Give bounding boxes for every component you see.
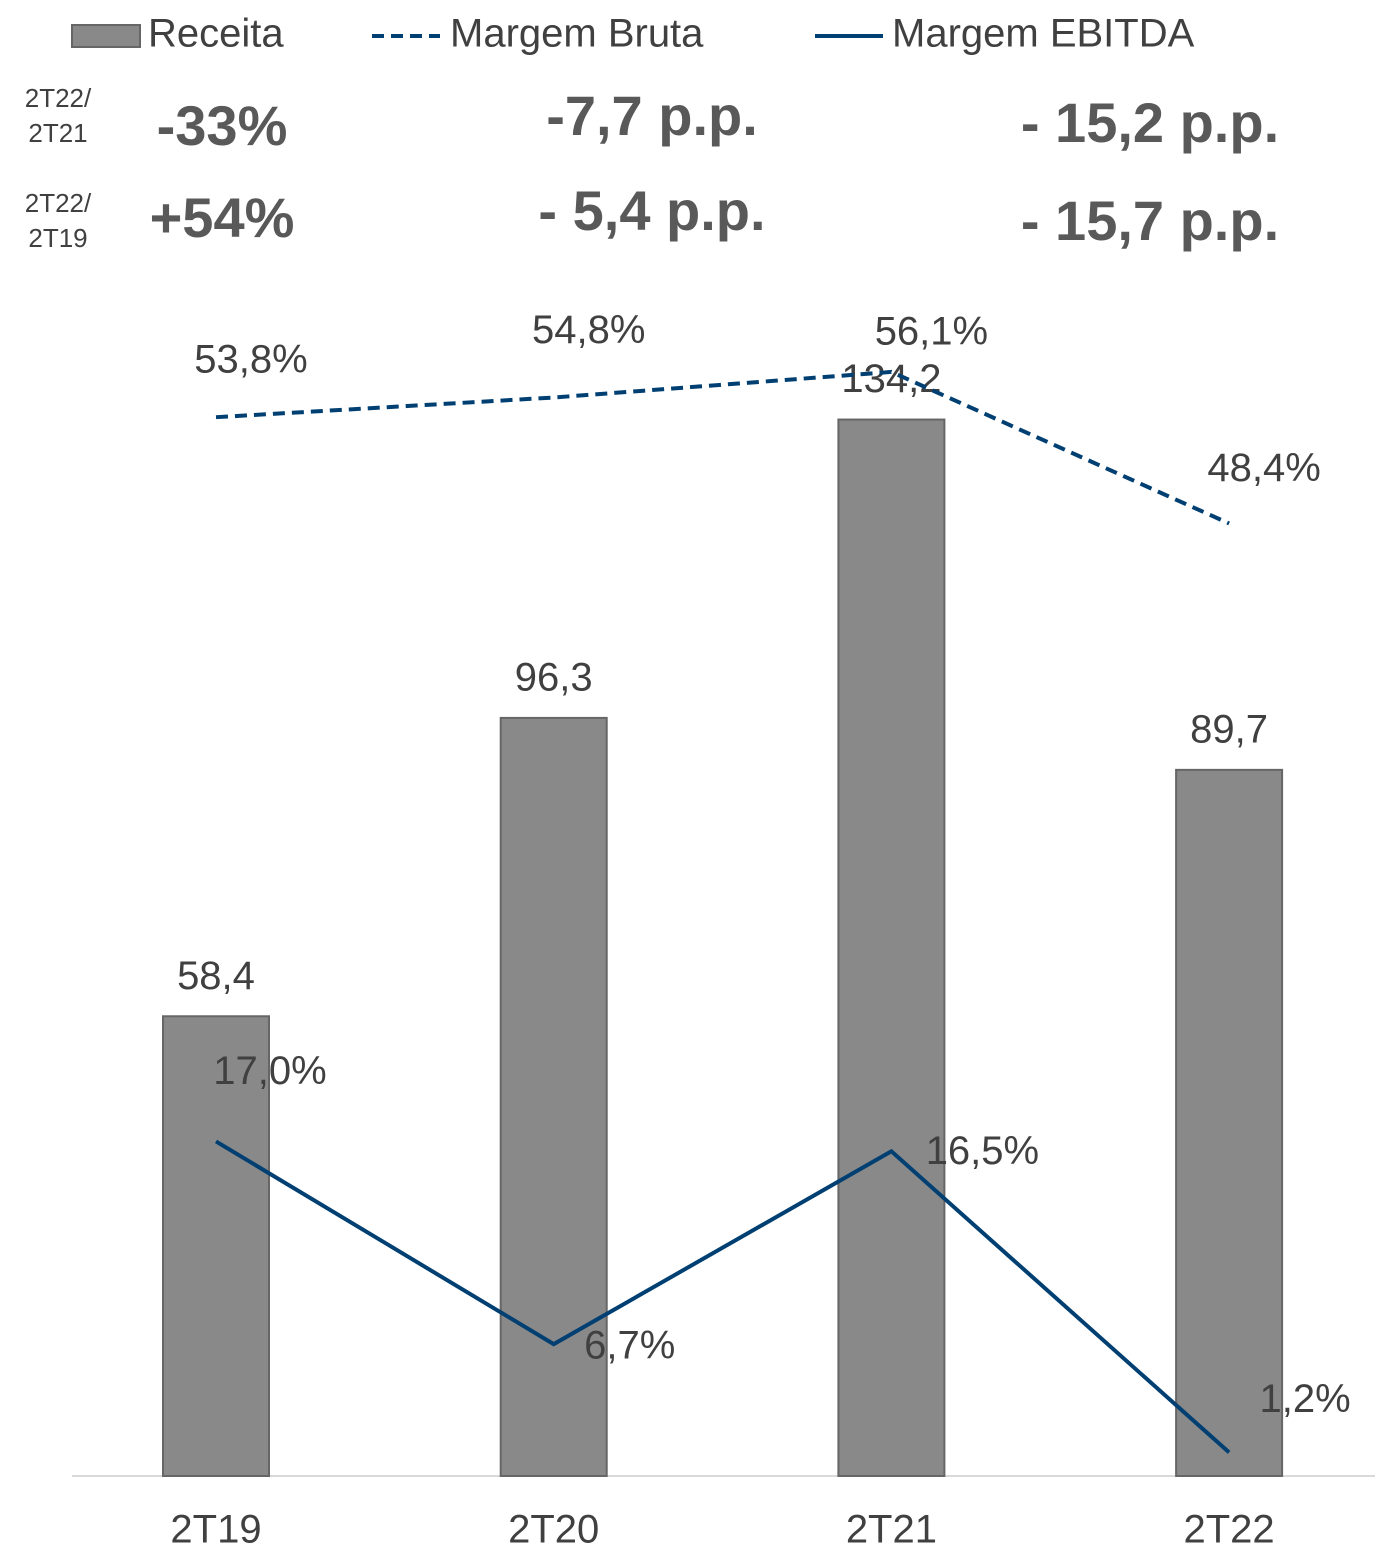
x-tick-label: 2T22 — [1184, 1508, 1275, 1552]
x-tick-label: 2T20 — [508, 1508, 599, 1552]
legend-label: Receita — [148, 12, 284, 56]
bar — [499, 716, 608, 1477]
data-label: 89,7 — [1190, 707, 1268, 751]
line — [214, 1139, 1231, 1454]
bar — [1175, 768, 1284, 1477]
data-label: 16,5% — [926, 1129, 1039, 1173]
line — [215, 369, 1230, 526]
data-label: 17,0% — [213, 1049, 326, 1093]
bar — [162, 1015, 270, 1477]
comparison-value: -33% — [157, 94, 288, 157]
data-label: 134,2 — [841, 357, 941, 401]
data-label: 54,8% — [532, 308, 645, 352]
comparison-period: 2T22/ — [25, 83, 92, 113]
comparison-value: - 5,4 p.p. — [538, 179, 765, 242]
bar — [837, 418, 946, 1478]
comparison-value: - 15,7 p.p. — [1021, 189, 1279, 252]
comparison-period: 2T19 — [28, 223, 87, 253]
comparison-period: 2T21 — [28, 118, 87, 148]
data-label: 6,7% — [584, 1324, 675, 1368]
comparison-value: -7,7 p.p. — [546, 84, 758, 147]
legend-swatch — [71, 24, 141, 48]
data-label: 56,1% — [875, 309, 988, 353]
data-label: 96,3 — [515, 655, 593, 699]
comparison-value: - 15,2 p.p. — [1021, 91, 1279, 154]
x-tick-label: 2T21 — [846, 1508, 937, 1552]
data-label: 48,4% — [1207, 446, 1320, 490]
x-tick-label: 2T19 — [170, 1508, 261, 1552]
comparison-period: 2T22/ — [25, 188, 92, 218]
data-label: 53,8% — [194, 338, 307, 382]
comparison-value: +54% — [150, 186, 295, 249]
legend-label: Margem EBITDA — [892, 12, 1195, 56]
legend-label: Margem Bruta — [450, 12, 704, 56]
data-label: 1,2% — [1260, 1377, 1351, 1421]
data-label: 58,4 — [177, 954, 255, 998]
